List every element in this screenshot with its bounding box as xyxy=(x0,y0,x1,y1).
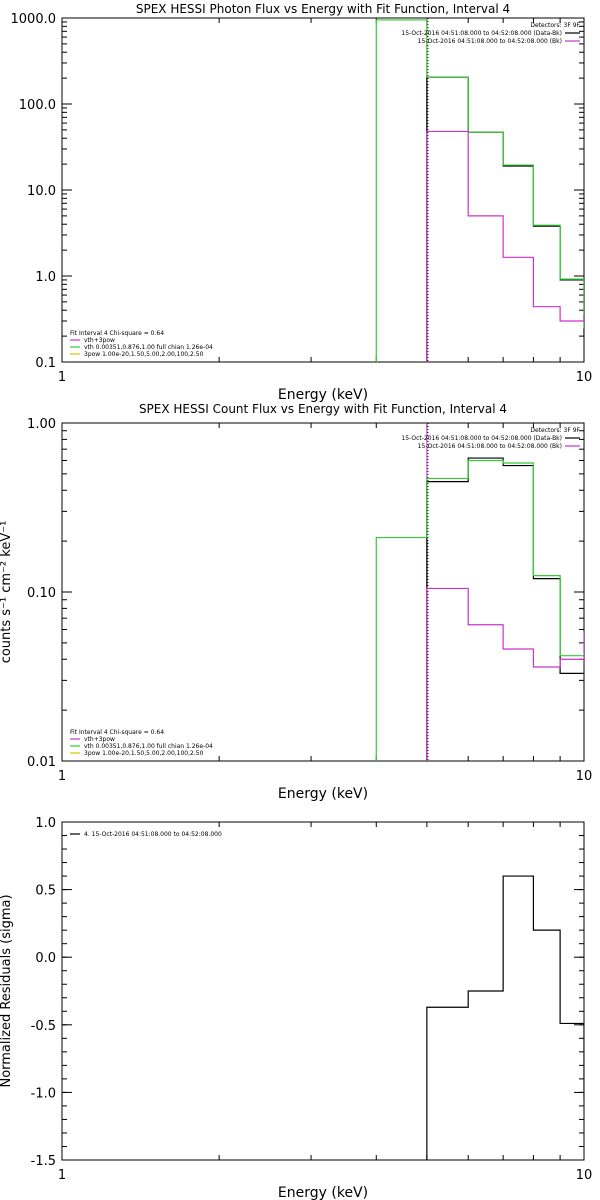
detector-info-line: 15-Oct-2016 04:51:08.000 to 04:52:08.000… xyxy=(418,38,562,45)
series-step-line-2 xyxy=(426,587,584,761)
chart-title: SPEX HESSI Count Flux vs Energy with Fit… xyxy=(139,402,507,416)
series-step-line-0 xyxy=(426,76,584,362)
data-layer xyxy=(375,18,584,362)
chart-panel-2: SPEX HESSI Count Flux vs Energy with Fit… xyxy=(0,402,592,802)
legend-label: vth+3pow xyxy=(84,337,115,344)
series-step-line-1 xyxy=(375,19,584,362)
y-tick-label: 0.10 xyxy=(27,586,56,601)
legend-fit-info: Fit Interval 4 Chi-square = 0.64 xyxy=(70,729,164,736)
chart-panel-3: 1 10 -1.5 -1.0 -0.5 0.0 0.5 1.0 Energy (keV) Norm… xyxy=(0,816,592,1200)
chart-title: SPEX HESSI Photon Flux vs Energy with Fi… xyxy=(136,2,510,16)
series-step-line-0 xyxy=(426,875,584,1160)
y-tick-label: 0.1 xyxy=(35,356,56,371)
legend-label: 3pow 1.00e-20,1.50,5.00,2.00,100,2.50 xyxy=(84,750,204,757)
y-tick-label: 1000.0 xyxy=(11,12,57,27)
legend-label: vth 0.00351,0.876,1.00 full chian 1.26e-… xyxy=(84,743,213,750)
y-tick-label: 1.0 xyxy=(35,816,56,831)
y-tick-label: 100.0 xyxy=(19,98,56,113)
data-layer xyxy=(375,423,584,761)
y-tick-label: -0.5 xyxy=(31,1019,56,1034)
y-tick-label: -1.5 xyxy=(31,1154,56,1169)
x-axis-label: Energy (keV) xyxy=(278,387,368,403)
y-tick-label: 0.5 xyxy=(35,884,56,899)
x-axis-label: Energy (keV) xyxy=(278,786,368,802)
x-tick-label: 10 xyxy=(576,1168,593,1183)
y-tick-label: -1.0 xyxy=(31,1086,56,1101)
legend-label: 3pow 1.00e-20,1.50,5.00,2.00,100,2.50 xyxy=(84,351,204,358)
legend-label: vth 0.00351,0.876,1.00 full chian 1.26e-… xyxy=(84,344,213,351)
y-tick-label: 1.00 xyxy=(27,417,56,432)
x-axis-label: Energy (keV) xyxy=(278,1185,368,1200)
series-step-line-0 xyxy=(426,457,584,761)
x-tick-label: 1 xyxy=(58,769,66,784)
detector-info-line: 15-Oct-2016 04:51:08.000 to 04:52:08.000… xyxy=(418,443,562,450)
series-step-line-2 xyxy=(426,130,584,362)
x-tick-label: 10 xyxy=(576,370,593,385)
y-tick-label: 0.01 xyxy=(27,755,56,770)
x-tick-label: 10 xyxy=(576,769,593,784)
plot-frame xyxy=(61,821,585,1161)
y-axis-label: counts s⁻¹ cm⁻² keV⁻¹ xyxy=(0,521,14,664)
plot-frame xyxy=(61,422,585,762)
legend-fit-info: Fit Interval 4 Chi-square = 0.64 xyxy=(70,330,164,337)
series-step-line-1 xyxy=(375,459,584,761)
y-axis-label: Normalized Residuals (sigma) xyxy=(0,894,14,1087)
y-tick-label: 0.0 xyxy=(35,951,56,966)
x-tick-label: 1 xyxy=(58,1168,66,1183)
detector-info-line: 15-Oct-2016 04:51:08.000 to 04:52:08.000… xyxy=(401,435,562,442)
y-tick-label: 1.0 xyxy=(35,270,56,285)
detector-info-line: Detectors: 3F 9F xyxy=(530,22,580,29)
legend-label: vth+3pow xyxy=(84,736,115,743)
y-tick-label: 10.0 xyxy=(27,184,56,199)
detector-info-line: 15-Oct-2016 04:51:08.000 to 04:52:08.000… xyxy=(401,30,562,37)
detector-info-line: Detectors: 3F 9F xyxy=(530,427,580,434)
plot-frame xyxy=(61,17,585,363)
x-tick-label: 1 xyxy=(58,370,66,385)
data-layer xyxy=(426,875,584,1160)
chart-panel-1: SPEX HESSI Photon Flux vs Energy with Fi… xyxy=(11,2,593,403)
legend-label: 4. 15-Oct-2016 04:51:08.000 to 04:52:08.… xyxy=(84,831,222,838)
